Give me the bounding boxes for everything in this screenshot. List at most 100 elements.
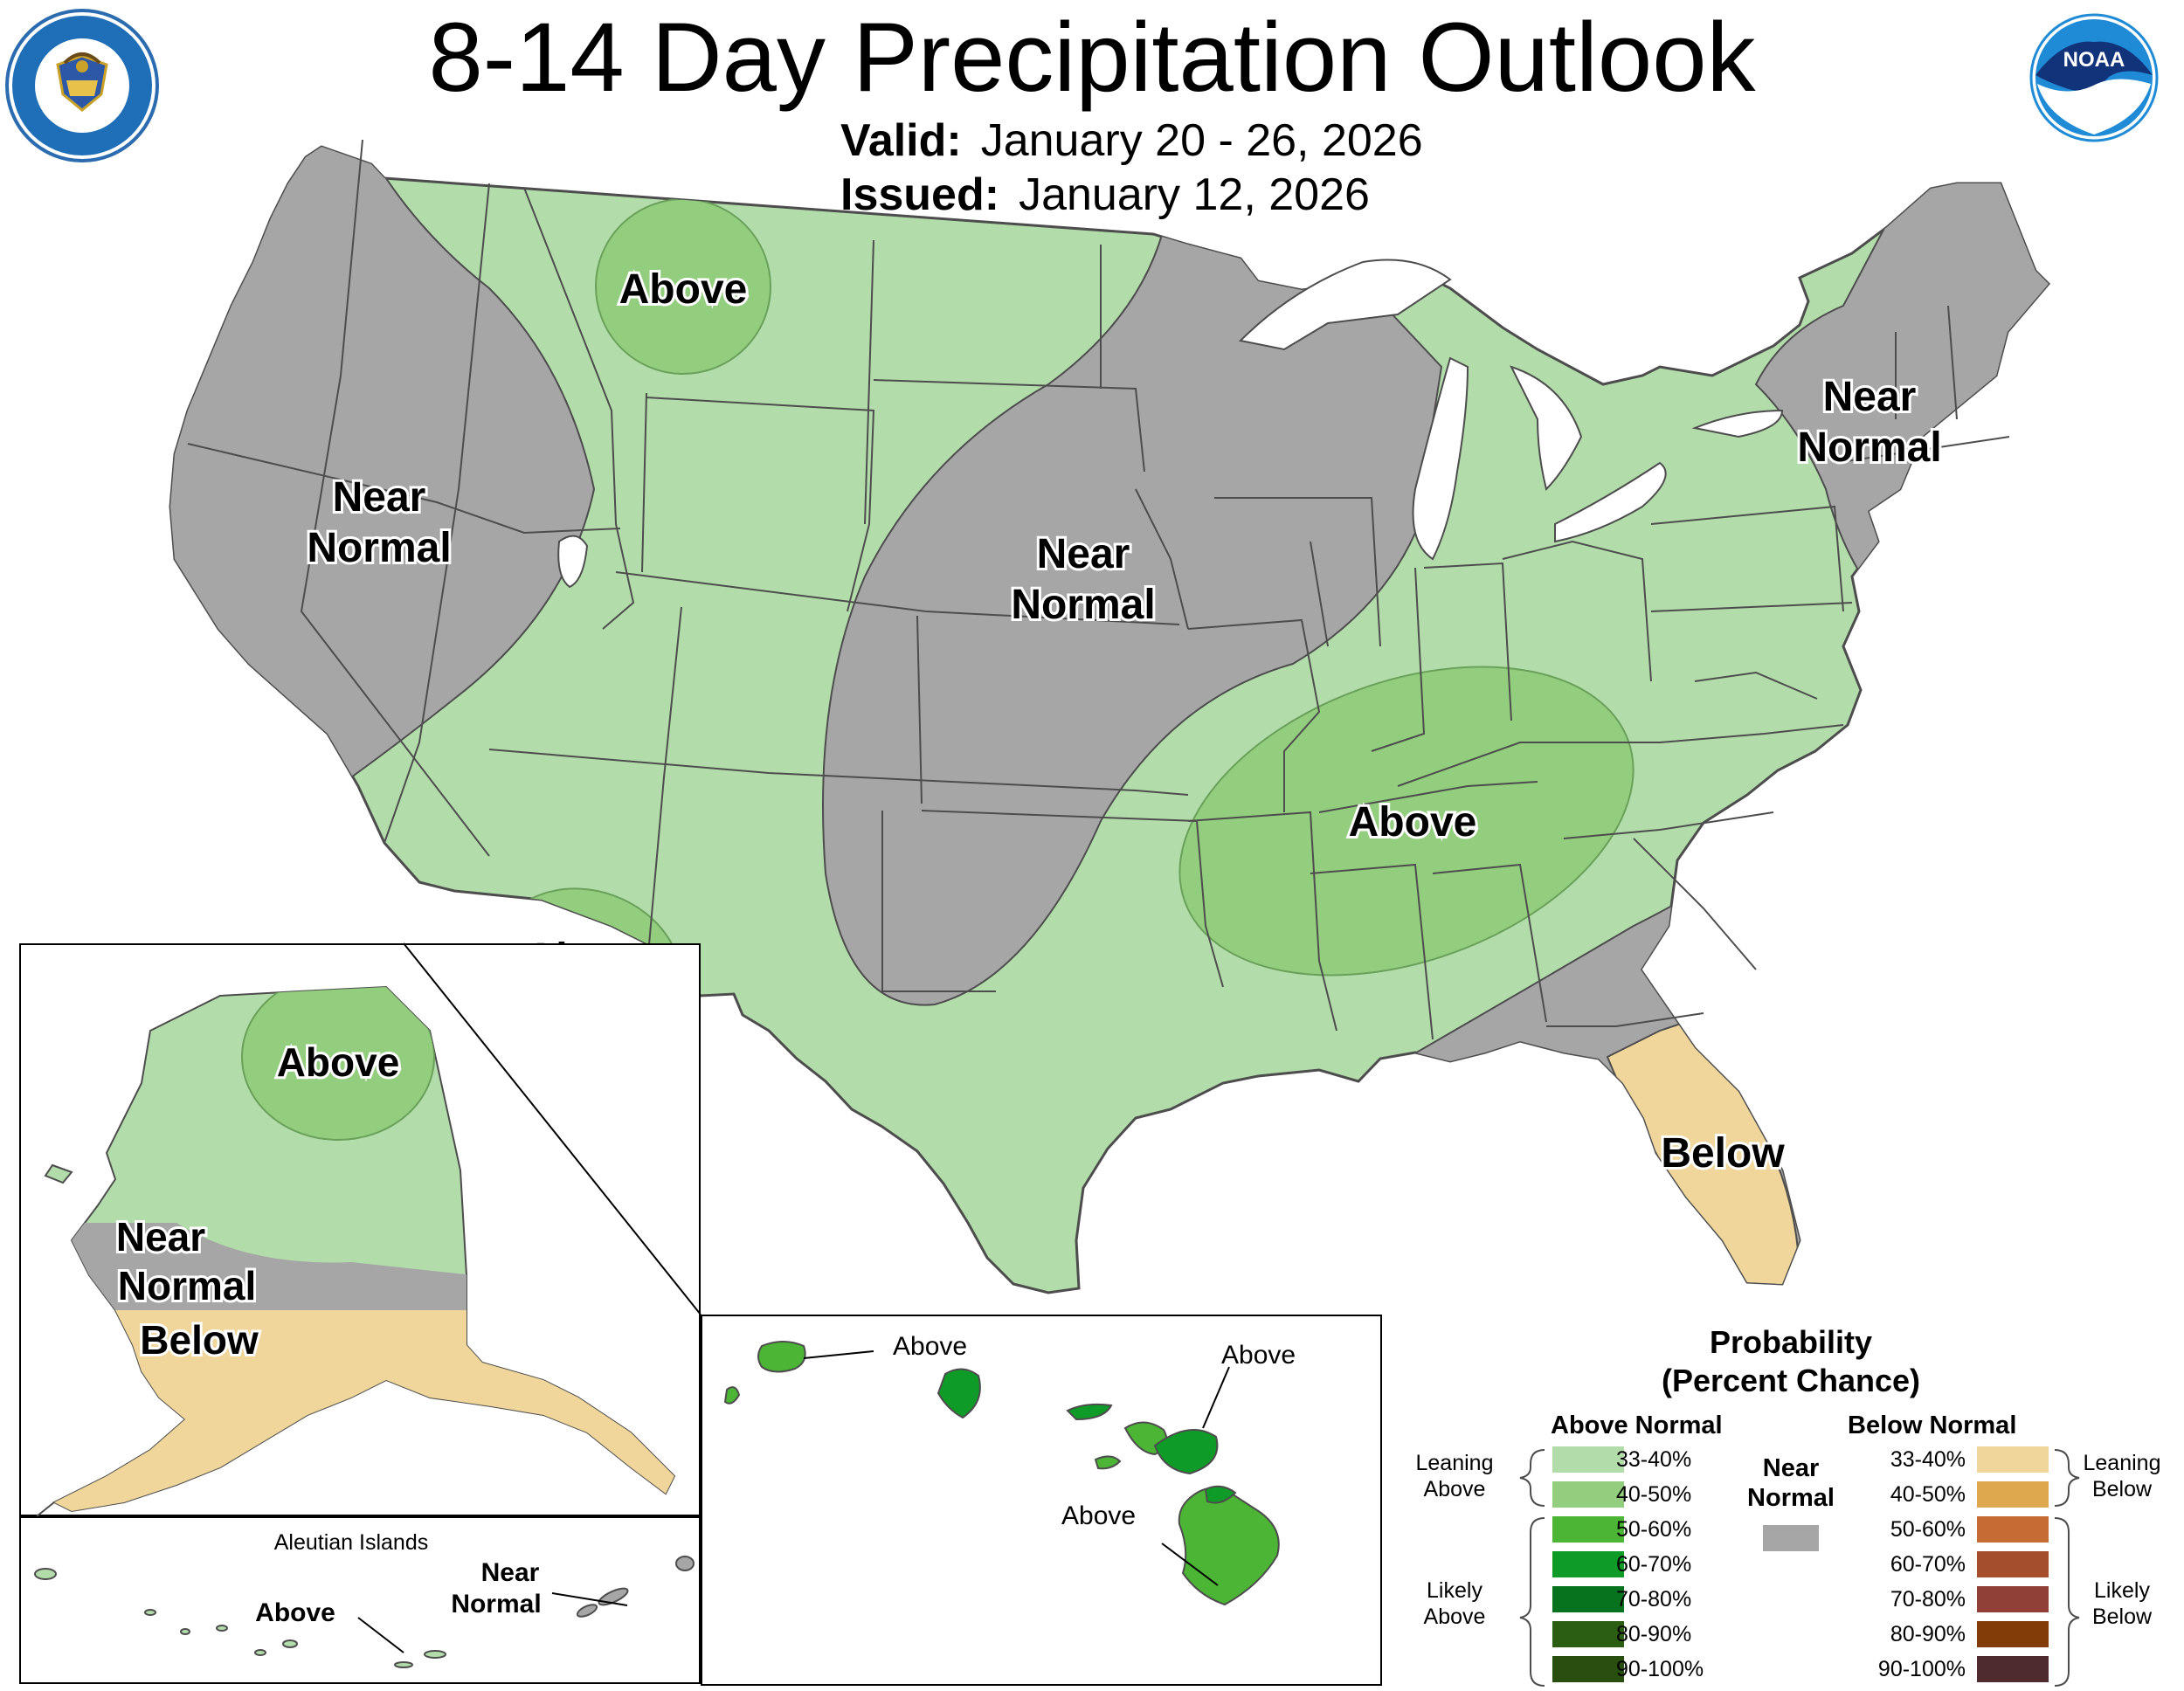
alaska-inset: Above Near Normal Below xyxy=(19,943,701,1516)
label-near-northeast-line1: Near xyxy=(1823,374,1917,420)
legend-above-label-4: 70-80% xyxy=(1616,1587,1692,1612)
legend-above-label-6: 90-100% xyxy=(1616,1657,1704,1681)
legend-likely-below-line2: Below xyxy=(2091,1605,2153,1629)
legend-above-swatch-0 xyxy=(1552,1446,1624,1473)
legend-near-line1: Near xyxy=(1762,1454,1820,1482)
commerce-seal-logo xyxy=(5,9,159,162)
legend-near-normal-swatch xyxy=(1763,1525,1819,1551)
lake-erie xyxy=(1554,461,1667,543)
legend-below-label-4: 70-80% xyxy=(1890,1587,1966,1612)
legend-above-header: Above Normal xyxy=(1551,1411,1723,1439)
legend-title-line2: (Percent Chance) xyxy=(1661,1363,1921,1398)
legend-above-swatch-5 xyxy=(1552,1621,1624,1647)
legend-below-swatch-4 xyxy=(1977,1586,2049,1612)
legend-above-swatch-6 xyxy=(1552,1656,1624,1682)
above-tennessee-valley-region xyxy=(1178,666,1635,977)
legend-likely-above: Likely Above xyxy=(1412,1577,1497,1630)
label-hawaii-big-island: Above xyxy=(1061,1501,1136,1530)
legend-likely-below: Likely Below xyxy=(2079,1577,2165,1630)
legend-above-label-1: 40-50% xyxy=(1616,1482,1692,1507)
legend-below-label-1: 40-50% xyxy=(1890,1482,1966,1507)
legend-above-label-3: 60-70% xyxy=(1616,1552,1692,1577)
legend-leaning-above-line2: Above xyxy=(1423,1477,1486,1501)
legend-near-line2: Normal xyxy=(1747,1484,1835,1512)
legend-likely-above-line2: Above xyxy=(1423,1605,1486,1629)
label-below-florida: Below xyxy=(1661,1130,1785,1177)
legend-below-header: Below Normal xyxy=(1848,1411,2017,1439)
page-title: 8-14 Day Precipitation Outlook xyxy=(428,3,1756,112)
legend-below-swatch-3 xyxy=(1977,1551,2049,1577)
aleutian-inset: Aleutian Islands Above Near Normal xyxy=(19,1516,701,1684)
valid-dates: Valid: January 20 - 26, 2026 xyxy=(840,114,1423,168)
hawaii-inset: Above Above Above xyxy=(701,1315,1382,1686)
issued-value: January 12, 2026 xyxy=(1019,169,1370,220)
label-aleutian-above: Above xyxy=(255,1598,335,1627)
noaa-logo: NOAA xyxy=(2029,13,2159,142)
legend-leaning-below-line2: Below xyxy=(2091,1477,2153,1501)
legend-below-swatch-5 xyxy=(1977,1621,2049,1647)
legend-leaning-above: Leaning Above xyxy=(1412,1450,1497,1502)
label-alaska-near-line1: Near xyxy=(116,1214,205,1260)
near-normal-west-region xyxy=(170,147,596,822)
legend-near-normal-text: Near Normal xyxy=(1738,1453,1843,1513)
legend-above-swatch-4 xyxy=(1552,1586,1624,1612)
issued-date: Issued: January 12, 2026 xyxy=(840,168,1370,222)
label-aleutian-near-line1: Near xyxy=(481,1558,540,1587)
aleutian-islands xyxy=(34,1568,446,1668)
legend-leaning-below-line1: Leaning xyxy=(2083,1451,2161,1475)
above-northern-rockies-region xyxy=(595,198,771,375)
legend-below-label-3: 60-70% xyxy=(1890,1552,1966,1577)
legend-above-swatch-1 xyxy=(1552,1481,1624,1508)
legend-below-swatch-2 xyxy=(1977,1516,2049,1543)
label-near-west-line1: Near xyxy=(333,474,426,521)
valid-label: Valid: xyxy=(840,115,962,166)
label-aleutian-near-line2: Normal xyxy=(451,1590,541,1619)
legend-above-labels: 33-40% 40-50% 50-60% 60-70% 70-80% 80-90% 90-1… xyxy=(1616,1446,1704,1691)
legend-below-swatch-6 xyxy=(1977,1656,2049,1682)
legend-leaning-above-line1: Leaning xyxy=(1415,1451,1494,1475)
legend-below-swatch-1 xyxy=(1977,1481,2049,1508)
legend-below-labels: 33-40% 40-50% 50-60% 60-70% 70-80% 80-90% 90-1… xyxy=(1859,1446,1966,1691)
aleutian-near-normal-islands xyxy=(576,1556,695,1618)
valid-value: January 20 - 26, 2026 xyxy=(980,115,1423,166)
aleutian-title: Aleutian Islands xyxy=(274,1530,429,1555)
lake-michigan xyxy=(1412,356,1469,561)
legend-below-label-0: 33-40% xyxy=(1890,1447,1966,1472)
legend-above-swatches xyxy=(1552,1446,1624,1691)
legend-below-swatches xyxy=(1977,1446,2049,1691)
label-above-tennessee: Above xyxy=(1349,799,1477,846)
legend-below-label-2: 50-60% xyxy=(1890,1517,1966,1542)
legend-above-swatch-2 xyxy=(1552,1516,1624,1543)
label-near-northeast-line2: Normal xyxy=(1797,424,1941,471)
label-hawaii-kauai: Above xyxy=(893,1332,967,1361)
alaska-island xyxy=(44,1163,73,1184)
legend-likely-above-line1: Likely xyxy=(1427,1578,1482,1603)
label-alaska-below: Below xyxy=(140,1317,259,1363)
legend-title-line1: Probability xyxy=(1709,1324,1873,1360)
alaska-near-normal-region xyxy=(54,1223,473,1310)
legend-below-label-5: 80-90% xyxy=(1890,1622,1966,1646)
label-near-plains-line2: Normal xyxy=(1011,582,1155,628)
near-normal-plains-region xyxy=(822,217,1443,1006)
label-alaska-near-line2: Normal xyxy=(118,1263,256,1308)
label-alaska-above: Above xyxy=(277,1039,400,1085)
noaa-logo-text: NOAA xyxy=(2063,48,2125,72)
label-above-northern-rockies: Above xyxy=(619,266,748,313)
legend-above-label-0: 33-40% xyxy=(1616,1447,1692,1472)
legend-above-label-2: 50-60% xyxy=(1616,1517,1692,1542)
legend-leaning-below: Leaning Below xyxy=(2079,1450,2165,1502)
legend-below-label-6: 90-100% xyxy=(1877,1657,1966,1681)
legend-above-label-5: 80-90% xyxy=(1616,1622,1692,1646)
label-hawaii-maui: Above xyxy=(1221,1341,1296,1370)
legend-likely-below-line1: Likely xyxy=(2094,1578,2150,1603)
state-borders xyxy=(187,139,2010,1040)
legend-above-swatch-3 xyxy=(1552,1551,1624,1577)
great-salt-lake xyxy=(557,535,589,589)
lake-ontario xyxy=(1691,409,1784,438)
lake-superior xyxy=(1238,259,1452,351)
issued-label: Issued: xyxy=(840,169,1000,220)
label-near-plains-line1: Near xyxy=(1037,531,1130,577)
lake-huron xyxy=(1510,365,1583,491)
label-near-west-line2: Normal xyxy=(307,525,451,571)
